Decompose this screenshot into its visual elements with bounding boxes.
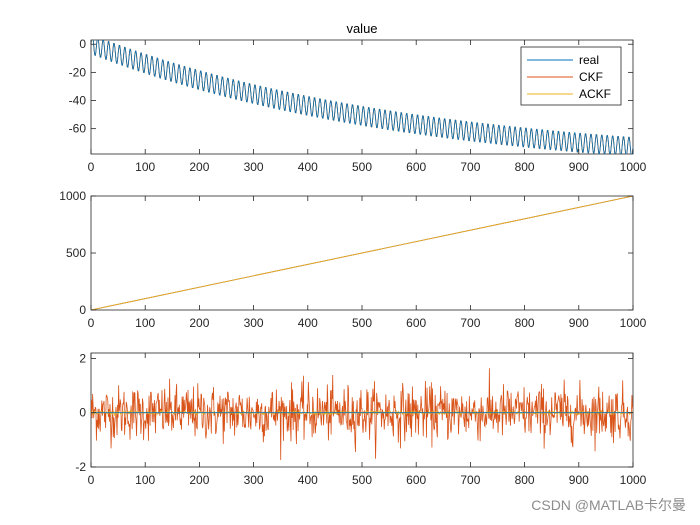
x-tick-label: 100 [135,473,155,487]
x-tick-label: 100 [135,316,155,330]
x-tick-label: 200 [189,473,209,487]
x-tick-label: 900 [569,473,589,487]
x-tick-label: 500 [352,473,372,487]
x-tick-label: 700 [460,160,480,174]
x-tick-label: 300 [244,316,264,330]
legend: real CKF ACKF [520,46,622,106]
x-tick-label: 0 [88,160,95,174]
legend-entry-ckf: CKF [527,70,603,84]
y-tick-label: 0 [79,303,86,317]
subplot-2-series [91,196,633,310]
y-tick-label: -40 [69,94,87,108]
x-tick-label: 600 [406,316,426,330]
x-tick-label: 500 [352,316,372,330]
x-tick-label: 300 [244,160,264,174]
x-tick-label: 800 [515,316,535,330]
y-tick-label: -20 [69,65,87,79]
x-tick-label: 400 [298,316,318,330]
subplot-3-y-ticks: -2 0 2 [75,351,633,474]
x-tick-label: 300 [244,473,264,487]
x-tick-label: 400 [298,160,318,174]
y-tick-label: -60 [69,122,87,136]
x-tick-label: 900 [569,160,589,174]
legend-label-real: real [579,53,599,67]
subplot-3: 0 100 200 300 400 500 600 700 800 900 1000 -202 [75,351,646,487]
subplot-1-y-ticks: -60 -40 -20 0 [69,37,633,136]
x-tick-label: 100 [135,160,155,174]
subplot-3-x-ticks: 0 100 200 300 400 500 600 700 800 900 1000 [88,353,647,487]
x-tick-label: 0 [88,473,95,487]
x-tick-label: 800 [515,473,535,487]
legend-entry-real: real [527,53,599,67]
x-tick-label: 700 [460,316,480,330]
series-ackf-ax3 [91,409,633,417]
legend-entry-ackf: ACKF [527,87,611,101]
x-tick-label: 1000 [620,316,647,330]
y-tick-label: 500 [66,246,86,260]
x-tick-label: 400 [298,473,318,487]
x-tick-label: 500 [352,160,372,174]
subplot-2-y-ticks: 0 500 1000 [59,189,633,317]
series-ackf-ax2 [91,196,633,310]
x-tick-label: 600 [406,160,426,174]
subplot-1: value 0 100 200 300 400 500 600 700 800 900 1000 -… [69,21,647,174]
legend-label-ackf: ACKF [579,87,611,101]
x-tick-label: 1000 [620,160,647,174]
x-tick-label: 700 [460,473,480,487]
watermark: CSDN @MATLAB卡尔曼 [531,497,686,513]
subplot-2: 0 100 200 300 400 500 600 700 800 900 1000 0 500 100… [59,189,646,330]
x-tick-label: 0 [88,316,95,330]
subplot-1-x-ticks: 0 100 200 300 400 500 600 700 800 900 1000 [88,40,647,174]
y-tick-label: 0 [79,406,86,420]
series-real-ax1 [91,40,633,154]
y-tick-label: 1000 [59,189,86,203]
x-tick-label: 900 [569,316,589,330]
y-tick-label: 0 [79,37,86,51]
x-tick-label: 200 [189,316,209,330]
x-tick-label: 200 [189,160,209,174]
legend-box [520,46,622,106]
x-tick-label: 800 [515,160,535,174]
subplot-2-x-ticks: 0 100 200 300 400 500 600 700 800 900 1000 [88,196,647,330]
series-ckf-ax3 [91,368,633,460]
x-tick-label: 600 [406,473,426,487]
subplot-3-series [91,368,633,460]
legend-label-ckf: CKF [579,70,603,84]
subplot-1-series [91,40,633,154]
y-tick-label: -2 [75,460,86,474]
subplot-1-title: value [346,21,377,36]
y-tick-label: 2 [79,351,86,365]
x-tick-label: 1000 [620,473,647,487]
